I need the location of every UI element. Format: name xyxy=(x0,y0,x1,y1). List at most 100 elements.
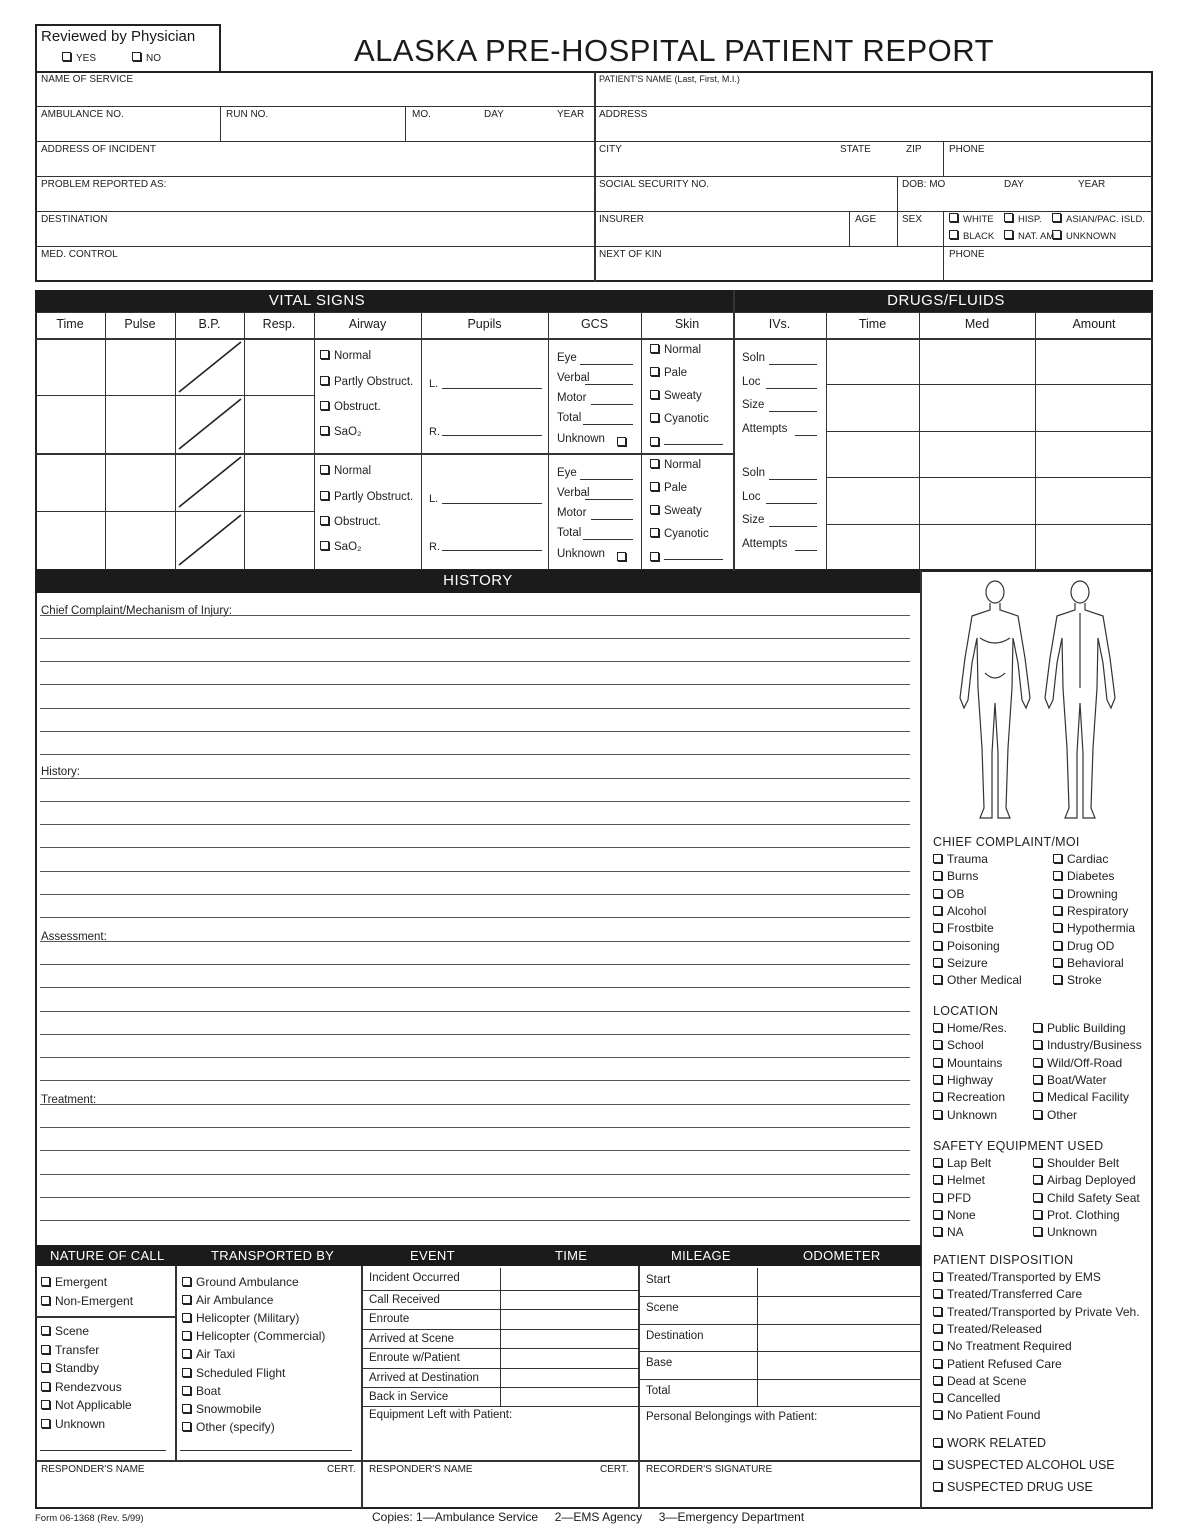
med-control-field[interactable]: MED. CONTROL xyxy=(41,249,118,260)
safety-checkbox[interactable]: PFD xyxy=(933,1191,971,1205)
safety-checkbox[interactable]: Unknown xyxy=(1033,1225,1097,1239)
gcs-unknown-checkbox[interactable] xyxy=(617,435,631,449)
location-checkbox[interactable]: Mountains xyxy=(933,1056,1002,1070)
dob-mo-field[interactable]: DOB: MO xyxy=(902,179,946,190)
run-no-field[interactable]: RUN NO. xyxy=(226,109,269,120)
responder-cert-field-2[interactable]: CERT. xyxy=(600,1464,629,1475)
chief_complaint-checkbox[interactable]: Trauma xyxy=(933,852,988,866)
disposition-checkbox[interactable]: Cancelled xyxy=(933,1391,1000,1405)
location-checkbox[interactable]: Other xyxy=(1033,1108,1077,1122)
history-line[interactable] xyxy=(40,1220,910,1221)
chief_complaint-checkbox[interactable]: Drug OD xyxy=(1053,939,1114,953)
history-line[interactable] xyxy=(40,684,910,685)
airway-checkbox[interactable]: SaO₂ xyxy=(320,541,361,553)
fill-in-line[interactable] xyxy=(769,364,817,365)
flag-checkbox[interactable]: SUSPECTED ALCOHOL USE xyxy=(933,1458,1115,1472)
fill-in-line[interactable] xyxy=(766,388,817,389)
skin-checkbox[interactable]: Pale xyxy=(650,482,687,494)
safety-checkbox[interactable]: Lap Belt xyxy=(933,1156,991,1170)
location-checkbox[interactable]: Medical Facility xyxy=(1033,1090,1129,1104)
reviewed-yes-checkbox[interactable]: YES xyxy=(62,52,96,64)
history-line[interactable] xyxy=(40,894,910,895)
history-line[interactable] xyxy=(40,941,910,942)
fill-in-line[interactable] xyxy=(585,384,633,385)
call-type-checkbox[interactable]: Rendezvous xyxy=(41,1380,122,1394)
transported-by-checkbox[interactable]: Snowmobile xyxy=(182,1402,261,1416)
disposition-checkbox[interactable]: Treated/Transported by Private Veh. xyxy=(933,1305,1140,1319)
dob-year-field[interactable]: YEAR xyxy=(1078,179,1106,190)
dob-day-field[interactable]: DAY xyxy=(1004,179,1024,190)
personal-belongings-field[interactable]: Personal Belongings with Patient: xyxy=(646,1411,818,1423)
address-of-incident-field[interactable]: ADDRESS OF INCIDENT xyxy=(41,144,157,155)
skin-checkbox[interactable]: Cyanotic xyxy=(650,528,709,540)
call-type-checkbox[interactable]: Transfer xyxy=(41,1343,99,1357)
chief_complaint-checkbox[interactable]: Frostbite xyxy=(933,921,994,935)
fill-in-line[interactable] xyxy=(769,526,817,527)
history-line[interactable] xyxy=(40,1150,910,1151)
history-line[interactable] xyxy=(40,1174,910,1175)
chief_complaint-checkbox[interactable]: Seizure xyxy=(933,956,988,970)
history-line[interactable] xyxy=(40,638,910,639)
history-line[interactable] xyxy=(40,847,910,848)
call-type-checkbox[interactable]: Standby xyxy=(41,1361,99,1375)
location-checkbox[interactable]: Boat/Water xyxy=(1033,1073,1107,1087)
insurer-field[interactable]: INSURER xyxy=(599,214,645,225)
skin-checkbox[interactable]: Pale xyxy=(650,367,687,379)
flag-checkbox[interactable]: SUSPECTED DRUG USE xyxy=(933,1480,1093,1494)
reviewed-no-checkbox[interactable]: NO xyxy=(132,52,161,64)
location-checkbox[interactable]: School xyxy=(933,1038,984,1052)
history-line[interactable] xyxy=(40,1034,910,1035)
name-of-service-field[interactable]: NAME OF SERVICE xyxy=(41,74,134,85)
kin-phone-field[interactable]: PHONE xyxy=(949,249,985,260)
fill-in-line[interactable] xyxy=(591,519,633,520)
safety-checkbox[interactable]: Helmet xyxy=(933,1173,985,1187)
history-line[interactable] xyxy=(40,778,910,779)
chief_complaint-checkbox[interactable]: Alcohol xyxy=(933,904,986,918)
bp-slash-divider[interactable] xyxy=(175,511,245,569)
fill-in-line[interactable] xyxy=(769,411,817,412)
phone-field[interactable]: PHONE xyxy=(949,144,985,155)
chief_complaint-checkbox[interactable]: Burns xyxy=(933,869,978,883)
race-checkbox[interactable]: ASIAN/PAC. ISLD. xyxy=(1052,213,1145,225)
safety-checkbox[interactable]: Shoulder Belt xyxy=(1033,1156,1119,1170)
transported-by-checkbox[interactable]: Helicopter (Commercial) xyxy=(182,1329,325,1343)
problem-reported-field[interactable]: PROBLEM REPORTED AS: xyxy=(41,179,167,190)
race-checkbox[interactable]: BLACK xyxy=(949,230,994,242)
chief_complaint-checkbox[interactable]: Cardiac xyxy=(1053,852,1108,866)
transported-by-checkbox[interactable]: Helicopter (Military) xyxy=(182,1311,299,1325)
safety-checkbox[interactable]: None xyxy=(933,1208,976,1222)
disposition-checkbox[interactable]: No Treatment Required xyxy=(933,1339,1072,1353)
chief_complaint-checkbox[interactable]: Drowning xyxy=(1053,887,1118,901)
airway-checkbox[interactable]: SaO₂ xyxy=(320,426,361,438)
fill-in-line[interactable] xyxy=(580,479,633,480)
flag-checkbox[interactable]: WORK RELATED xyxy=(933,1436,1046,1450)
state-field[interactable]: STATE xyxy=(840,144,871,155)
history-line[interactable] xyxy=(40,615,910,616)
history-line[interactable] xyxy=(40,1080,910,1081)
call-type-checkbox[interactable]: Unknown xyxy=(41,1417,105,1431)
skin-checkbox[interactable]: Sweaty xyxy=(650,390,702,402)
history-line[interactable] xyxy=(40,801,910,802)
call-type-checkbox[interactable]: Scene xyxy=(41,1324,89,1338)
body-diagram[interactable] xyxy=(950,578,1140,828)
sex-field[interactable]: SEX xyxy=(902,214,923,225)
history-line[interactable] xyxy=(40,708,910,709)
location-checkbox[interactable]: Home/Res. xyxy=(933,1021,1007,1035)
history-line[interactable] xyxy=(40,1104,910,1105)
call-type-checkbox[interactable]: Not Applicable xyxy=(41,1398,132,1412)
fill-in-line[interactable] xyxy=(585,499,633,500)
responder-name-field-2[interactable]: RESPONDER'S NAME xyxy=(369,1464,473,1475)
chief_complaint-checkbox[interactable]: Behavioral xyxy=(1053,956,1124,970)
location-checkbox[interactable]: Public Building xyxy=(1033,1021,1126,1035)
chief_complaint-checkbox[interactable]: Other Medical xyxy=(933,973,1022,987)
airway-checkbox[interactable]: Partly Obstruct. xyxy=(320,491,413,503)
skin-checkbox[interactable]: Cyanotic xyxy=(650,413,709,425)
gcs-unknown-checkbox[interactable] xyxy=(617,550,631,564)
fill-in-line[interactable] xyxy=(180,1450,352,1451)
history-line[interactable] xyxy=(40,1127,910,1128)
race-checkbox[interactable]: HISP. xyxy=(1004,213,1042,225)
next-of-kin-field[interactable]: NEXT OF KIN xyxy=(599,249,662,260)
ambulance-no-field[interactable]: AMBULANCE NO. xyxy=(41,109,124,120)
fill-in-line[interactable] xyxy=(442,550,542,551)
fill-in-line[interactable] xyxy=(795,435,817,436)
